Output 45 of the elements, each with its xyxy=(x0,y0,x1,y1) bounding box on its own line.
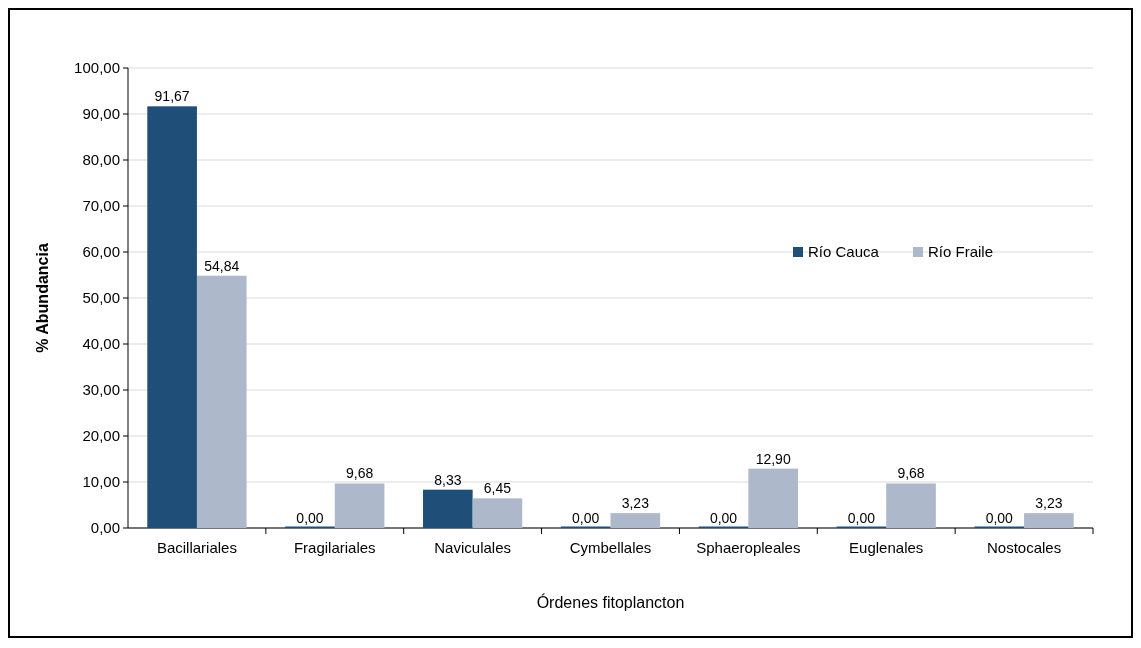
x-axis-title: Órdenes fitoplancton xyxy=(536,593,685,611)
bar xyxy=(147,106,197,528)
data-label: 12,90 xyxy=(755,450,791,467)
bar xyxy=(610,513,661,528)
bar xyxy=(472,498,523,528)
data-label: 9,68 xyxy=(897,465,925,482)
bar xyxy=(334,483,385,528)
bar xyxy=(886,483,936,528)
y-tick-label: 60,00 xyxy=(82,243,120,261)
bar xyxy=(1024,513,1074,528)
y-tick-label: 20,00 xyxy=(82,427,120,445)
y-tick-label: 90,00 xyxy=(82,105,120,123)
y-tick-label: 0,00 xyxy=(90,519,120,537)
data-label: 91,67 xyxy=(154,88,190,105)
y-tick-label: 40,00 xyxy=(82,335,120,353)
y-tick-label: 70,00 xyxy=(82,197,120,215)
data-label: 9,68 xyxy=(345,465,374,482)
legend-label: Río Cauca xyxy=(808,243,880,261)
x-tick-label: Nostocales xyxy=(986,539,1062,556)
data-label: 0,00 xyxy=(847,510,876,526)
y-axis-title: % Abundancia xyxy=(34,243,51,353)
data-label: 54,84 xyxy=(204,257,240,274)
bar xyxy=(196,275,247,528)
x-tick-label: Sphaeropleales xyxy=(696,539,801,556)
data-label: 8,33 xyxy=(434,471,462,488)
x-tick-label: Fragilariales xyxy=(293,539,376,556)
x-tick-label: Bacillariales xyxy=(156,539,237,556)
y-tick-label: 100,00 xyxy=(74,59,120,77)
bar xyxy=(748,468,798,528)
data-label: 0,00 xyxy=(296,510,324,526)
legend-label: Río Fraile xyxy=(928,243,994,261)
data-label: 0,00 xyxy=(985,510,1014,526)
x-tick-label: Cymbellales xyxy=(569,539,652,556)
bar xyxy=(423,489,473,528)
x-tick-label: Euglenales xyxy=(849,539,924,556)
data-label: 3,23 xyxy=(1035,495,1063,512)
data-label: 0,00 xyxy=(709,510,738,526)
x-tick-label: Naviculales xyxy=(434,539,511,556)
data-label: 0,00 xyxy=(572,510,600,526)
y-tick-label: 10,00 xyxy=(82,473,120,491)
y-tick-label: 30,00 xyxy=(82,381,120,399)
data-label: 6,45 xyxy=(483,480,512,497)
data-label: 3,23 xyxy=(621,495,650,512)
y-tick-label: 50,00 xyxy=(82,289,120,307)
y-tick-label: 80,00 xyxy=(82,151,120,169)
